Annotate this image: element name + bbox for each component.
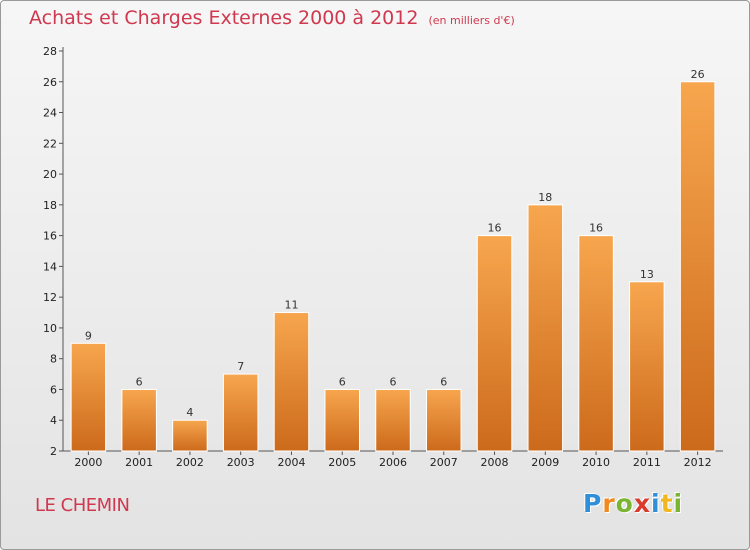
bar-2001 <box>121 388 157 452</box>
chart-title: Achats et Charges Externes 2000 à 2012 <box>29 7 419 29</box>
x-tick-label-2007: 2007 <box>430 456 458 469</box>
y-tick-label: 16 <box>43 230 57 243</box>
x-tick-label-2000: 2000 <box>74 456 102 469</box>
data-label-2002: 4 <box>186 406 193 419</box>
y-tick-label: 24 <box>43 107 57 120</box>
data-labels: 9 6 4 7 11 6 6 6 16 18 16 13 26 <box>85 68 705 419</box>
data-label-2009: 18 <box>538 191 552 204</box>
y-tick-label: 20 <box>43 168 57 181</box>
x-tick-label-2012: 2012 <box>684 456 712 469</box>
y-tick-label: 8 <box>50 353 57 366</box>
data-label-2012: 26 <box>691 68 705 81</box>
bar-2006 <box>375 388 411 452</box>
logo-letter: o <box>615 489 634 518</box>
data-label-2008: 16 <box>488 222 502 235</box>
proxiti-logo[interactable]: Proxiti <box>583 489 683 518</box>
x-axis: 2000 2001 2002 2003 2004 2005 2006 2007 2008 2009… <box>63 450 723 469</box>
y-tick-label: 4 <box>50 414 57 427</box>
x-tick-label-2003: 2003 <box>227 456 255 469</box>
y-tick-label: 6 <box>50 383 57 396</box>
bar-2012 <box>679 81 716 452</box>
y-tick-label: 12 <box>43 291 57 304</box>
bar-2005 <box>324 388 360 452</box>
commune-name: LE CHEMIN <box>35 495 130 516</box>
bar-2003 <box>222 373 259 452</box>
data-label-2011: 13 <box>640 268 654 281</box>
y-tick-label: 14 <box>43 260 57 273</box>
bar-2010 <box>578 235 614 452</box>
x-tick-label-2002: 2002 <box>176 456 204 469</box>
data-label-2003: 7 <box>237 360 244 373</box>
y-tick-label: 10 <box>43 322 57 335</box>
x-tick-label-2008: 2008 <box>481 456 509 469</box>
data-label-2005: 6 <box>339 375 346 388</box>
y-tick-label: 2 <box>50 445 57 458</box>
data-label-2006: 6 <box>390 375 397 388</box>
data-label-2001: 6 <box>136 375 143 388</box>
logo-letter: x <box>633 489 651 518</box>
title-row: Achats et Charges Externes 2000 à 2012 (e… <box>29 7 515 29</box>
data-label-2010: 16 <box>589 222 603 235</box>
data-label-2000: 9 <box>85 329 92 342</box>
x-tick-label-2011: 2011 <box>633 456 661 469</box>
logo-letter: i <box>673 489 684 518</box>
bar-2002 <box>172 419 208 452</box>
bar-2004 <box>273 312 310 452</box>
bar-2008 <box>476 235 513 452</box>
bar-2007 <box>426 388 462 452</box>
logo-letter: P <box>583 489 603 518</box>
y-tick-label: 22 <box>43 137 57 150</box>
data-label-2007: 6 <box>440 375 447 388</box>
chart-subtitle: (en milliers d'€) <box>428 14 515 27</box>
logo-letter: t <box>660 489 674 518</box>
bar-2000 <box>70 342 107 452</box>
bars <box>70 81 716 452</box>
data-label-2004: 11 <box>284 299 298 312</box>
x-tick-label-2005: 2005 <box>328 456 356 469</box>
bar-2011 <box>629 281 665 452</box>
x-tick-label-2004: 2004 <box>277 456 305 469</box>
logo-letter: r <box>602 489 616 518</box>
y-tick-label: 26 <box>43 76 57 89</box>
y-tick-label: 28 <box>43 45 57 58</box>
y-tick-label: 18 <box>43 199 57 212</box>
bar-2009 <box>527 204 564 452</box>
x-tick-label-2001: 2001 <box>125 456 153 469</box>
x-tick-label-2006: 2006 <box>379 456 407 469</box>
x-tick-label-2010: 2010 <box>582 456 610 469</box>
x-tick-label-2009: 2009 <box>531 456 559 469</box>
logo-letter: i <box>651 489 661 518</box>
